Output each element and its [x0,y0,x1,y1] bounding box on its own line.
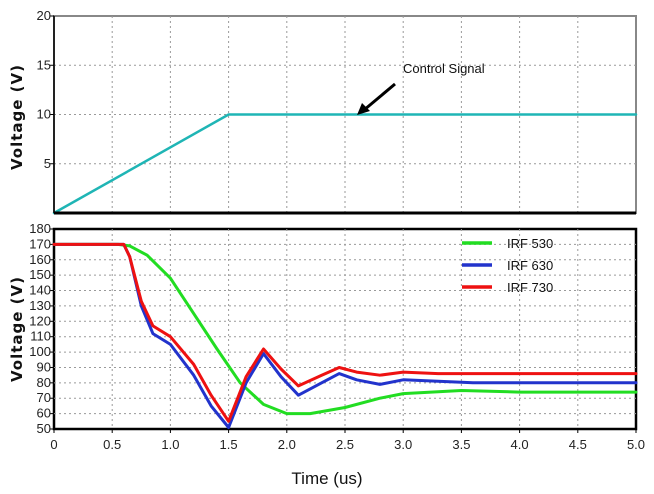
top-y-tick-label: 15 [37,57,51,72]
x-ticks: 0 0.5 1.0 1.5 2.0 2.5 3.0 3.5 4.0 4.5 5.0 [50,429,645,452]
bottom-y-tick-label: 150 [29,267,51,282]
bottom-y-tick-label: 50 [37,421,51,436]
x-tick-label: 2.0 [278,437,296,452]
x-tick-label: 5.0 [627,437,645,452]
top-y-tick-label: 20 [37,8,51,23]
bottom-series [52,242,638,429]
bottom-y-tick-label: 110 [30,329,51,344]
x-tick-label: 4.5 [569,437,587,452]
x-tick-label: 0.5 [103,437,121,452]
legend-entry: IRF 630 [507,258,553,273]
series-line-irf-630 [52,242,638,429]
bottom-y-tick-label: 60 [37,406,51,421]
legend-entry: IRF 730 [507,280,553,295]
x-tick-label: 4.0 [511,437,529,452]
series-line-irf-530 [52,242,638,416]
x-tick-label: 2.5 [336,437,354,452]
control-signal-annotation: Control Signal [403,61,485,76]
bottom-y-tick-label: 140 [29,283,51,298]
x-axis-label: Time (us) [291,469,362,488]
bottom-y-tick-label: 120 [29,313,51,328]
bottom-y-tick-label: 170 [29,236,51,251]
bottom-y-tick-label: 90 [37,359,51,374]
bottom-y-axis-label: Voltage (V) [8,276,26,382]
x-tick-label: 1.5 [220,437,238,452]
top-y-tick-label: 5 [44,156,51,171]
top-series [52,113,638,215]
top-y-axis-label: Voltage (V) [8,64,26,170]
legend: IRF 530 IRF 630 IRF 730 [462,236,553,295]
control-signal-panel: 5 10 15 20 Voltage (V) Control Signal [8,8,638,215]
series-line-irf-730 [52,242,638,423]
annotation-arrow [357,82,396,115]
top-y-tick-label: 10 [37,107,51,122]
bottom-y-tick-label: 180 [29,221,51,236]
bottom-y-tick-label: 70 [37,390,51,405]
x-tick-label: 3.5 [452,437,470,452]
top-axes [53,16,636,215]
bottom-y-tick-label: 130 [29,298,51,313]
bottom-grid [54,229,636,429]
x-tick-label: 3.0 [394,437,412,452]
series-line-control-signal [52,113,638,215]
x-tick-label: 1.0 [161,437,179,452]
top-y-ticks: 5 10 15 20 [37,8,54,171]
legend-entry: IRF 530 [507,236,553,251]
bottom-y-tick-label: 160 [29,252,51,267]
bottom-y-tick-label: 80 [37,375,51,390]
bottom-y-tick-label: 100 [29,344,51,359]
x-tick-label: 0 [50,437,57,452]
